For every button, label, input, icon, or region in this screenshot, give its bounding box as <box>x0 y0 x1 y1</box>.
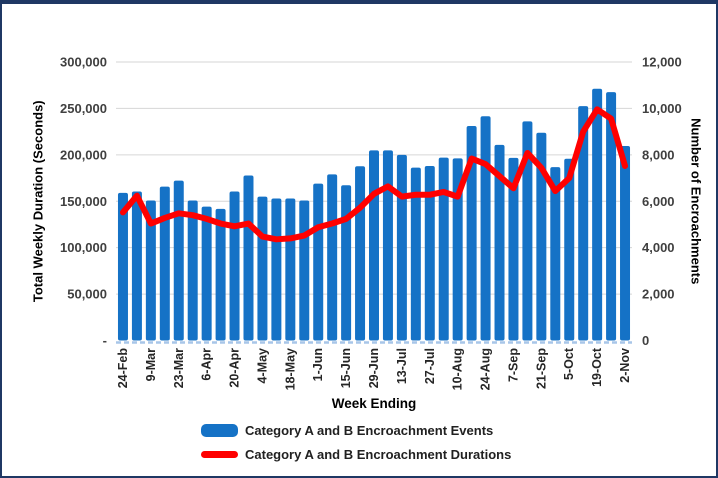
bar-25-May <box>299 200 310 341</box>
bar-5-Oct <box>564 158 575 341</box>
x-axis-tick: 27-Jul <box>423 348 437 384</box>
x-axis-tick: 10-Aug <box>451 348 465 390</box>
bar-26-Oct <box>606 92 617 341</box>
bar-28-Sep <box>550 167 561 341</box>
bar-6-Jul <box>382 150 393 341</box>
left-axis-tick: 150,000 <box>60 194 107 209</box>
left-axis-tick: 300,000 <box>60 55 107 70</box>
left-axis-tick: 50,000 <box>67 287 107 302</box>
right-axis-tick: 6,000 <box>642 194 675 209</box>
right-axis-tick: 8,000 <box>642 147 675 162</box>
bar-10-Aug <box>452 158 463 341</box>
x-axis-tick: 29-Jun <box>367 348 381 388</box>
bar-20-Jul <box>410 167 421 341</box>
x-axis-tick: 5-Oct <box>562 347 576 380</box>
bar-2-Nov <box>620 146 631 341</box>
x-axis-tick: 23-Mar <box>172 348 186 388</box>
legend-swatch-events-bar <box>201 424 238 437</box>
bar-19-Oct <box>592 88 603 341</box>
legend-swatch-durations-line <box>201 451 238 458</box>
right-axis-tick: 12,000 <box>642 55 682 70</box>
x-axis-tick: 24-Feb <box>116 348 130 389</box>
x-axis-tick: 21-Sep <box>534 348 548 389</box>
x-axis-tick: 6-Apr <box>200 348 214 381</box>
bar-29-Jun <box>369 150 379 341</box>
bar-23-Mar <box>173 180 184 341</box>
bar-6-Apr <box>201 206 212 341</box>
bar-22-Jun <box>355 166 366 341</box>
left-axis-tick: 200,000 <box>60 147 107 162</box>
legend-label-durations: Category A and B Encroachment Durations <box>245 447 512 462</box>
x-axis-tick: 18-May <box>283 348 297 390</box>
x-axis-title: Week Ending <box>332 396 417 411</box>
legend-item-durations: Category A and B Encroachment Durations <box>201 447 511 462</box>
bar-27-Jul <box>424 165 435 341</box>
x-axis-tick: 9-Mar <box>144 348 158 381</box>
x-axis-tick: 4-May <box>255 348 269 383</box>
bar-3-Aug <box>438 157 449 341</box>
chart-legend: Category A and B Encroachment Events Cat… <box>201 423 511 462</box>
bar-15-Jun <box>341 185 352 341</box>
bar-17-Aug <box>466 126 477 341</box>
bar-2-Mar <box>131 191 142 341</box>
bar-18-May <box>285 198 296 341</box>
bar-21-Sep <box>536 132 547 341</box>
chart-canvas: 300,000 250,000 200,000 150,000 100,000 50,00… <box>31 55 704 412</box>
bar-4-May <box>257 196 268 341</box>
bar-24-Aug <box>480 116 491 341</box>
bar-31-Aug <box>494 144 505 341</box>
x-axis-tick: 2-Nov <box>618 348 632 383</box>
bar-14-Sep <box>522 121 533 341</box>
bar-7-Sep <box>508 157 519 341</box>
bar-13-Apr <box>215 208 226 341</box>
bar-30-Mar <box>187 200 198 341</box>
right-axis-tick: 4,000 <box>642 240 675 255</box>
x-axis-tick: 15-Jun <box>339 348 353 388</box>
right-axis-tick: 0 <box>642 333 649 348</box>
bar-20-Apr <box>229 191 240 341</box>
legend-item-events: Category A and B Encroachment Events <box>201 423 511 438</box>
left-axis-tick: 100,000 <box>60 240 107 255</box>
bar-24-Feb <box>117 192 128 341</box>
bar-12-Oct <box>578 106 589 341</box>
x-axis-tick: 7-Sep <box>506 348 520 382</box>
x-axis-tick: 24-Aug <box>479 348 493 390</box>
bar-8-Jun <box>327 174 338 341</box>
left-axis-tick: 250,000 <box>60 101 107 116</box>
bar-16-Mar <box>159 186 170 341</box>
right-axis-title: Number of Encroachments <box>689 118 704 284</box>
legend-label-events: Category A and B Encroachment Events <box>245 423 494 438</box>
durations-line <box>119 106 629 243</box>
x-axis-tick: 20-Apr <box>228 348 242 388</box>
x-axis-tick: 1-Jun <box>311 348 325 381</box>
bar-13-Jul <box>396 154 407 341</box>
x-axis-tick: 13-Jul <box>395 348 409 384</box>
bar-27-Apr <box>243 175 254 341</box>
x-axis-tick: 19-Oct <box>590 347 604 387</box>
left-axis-title: Total Weekly Duration (Seconds) <box>31 100 46 302</box>
bar-9-Mar <box>145 200 156 341</box>
right-axis-tick: 10,000 <box>642 101 682 116</box>
right-axis-tick: 2,000 <box>642 287 675 302</box>
left-axis-tick: - <box>103 333 107 348</box>
bar-11-May <box>271 198 282 341</box>
bar-1-Jun <box>313 183 324 341</box>
